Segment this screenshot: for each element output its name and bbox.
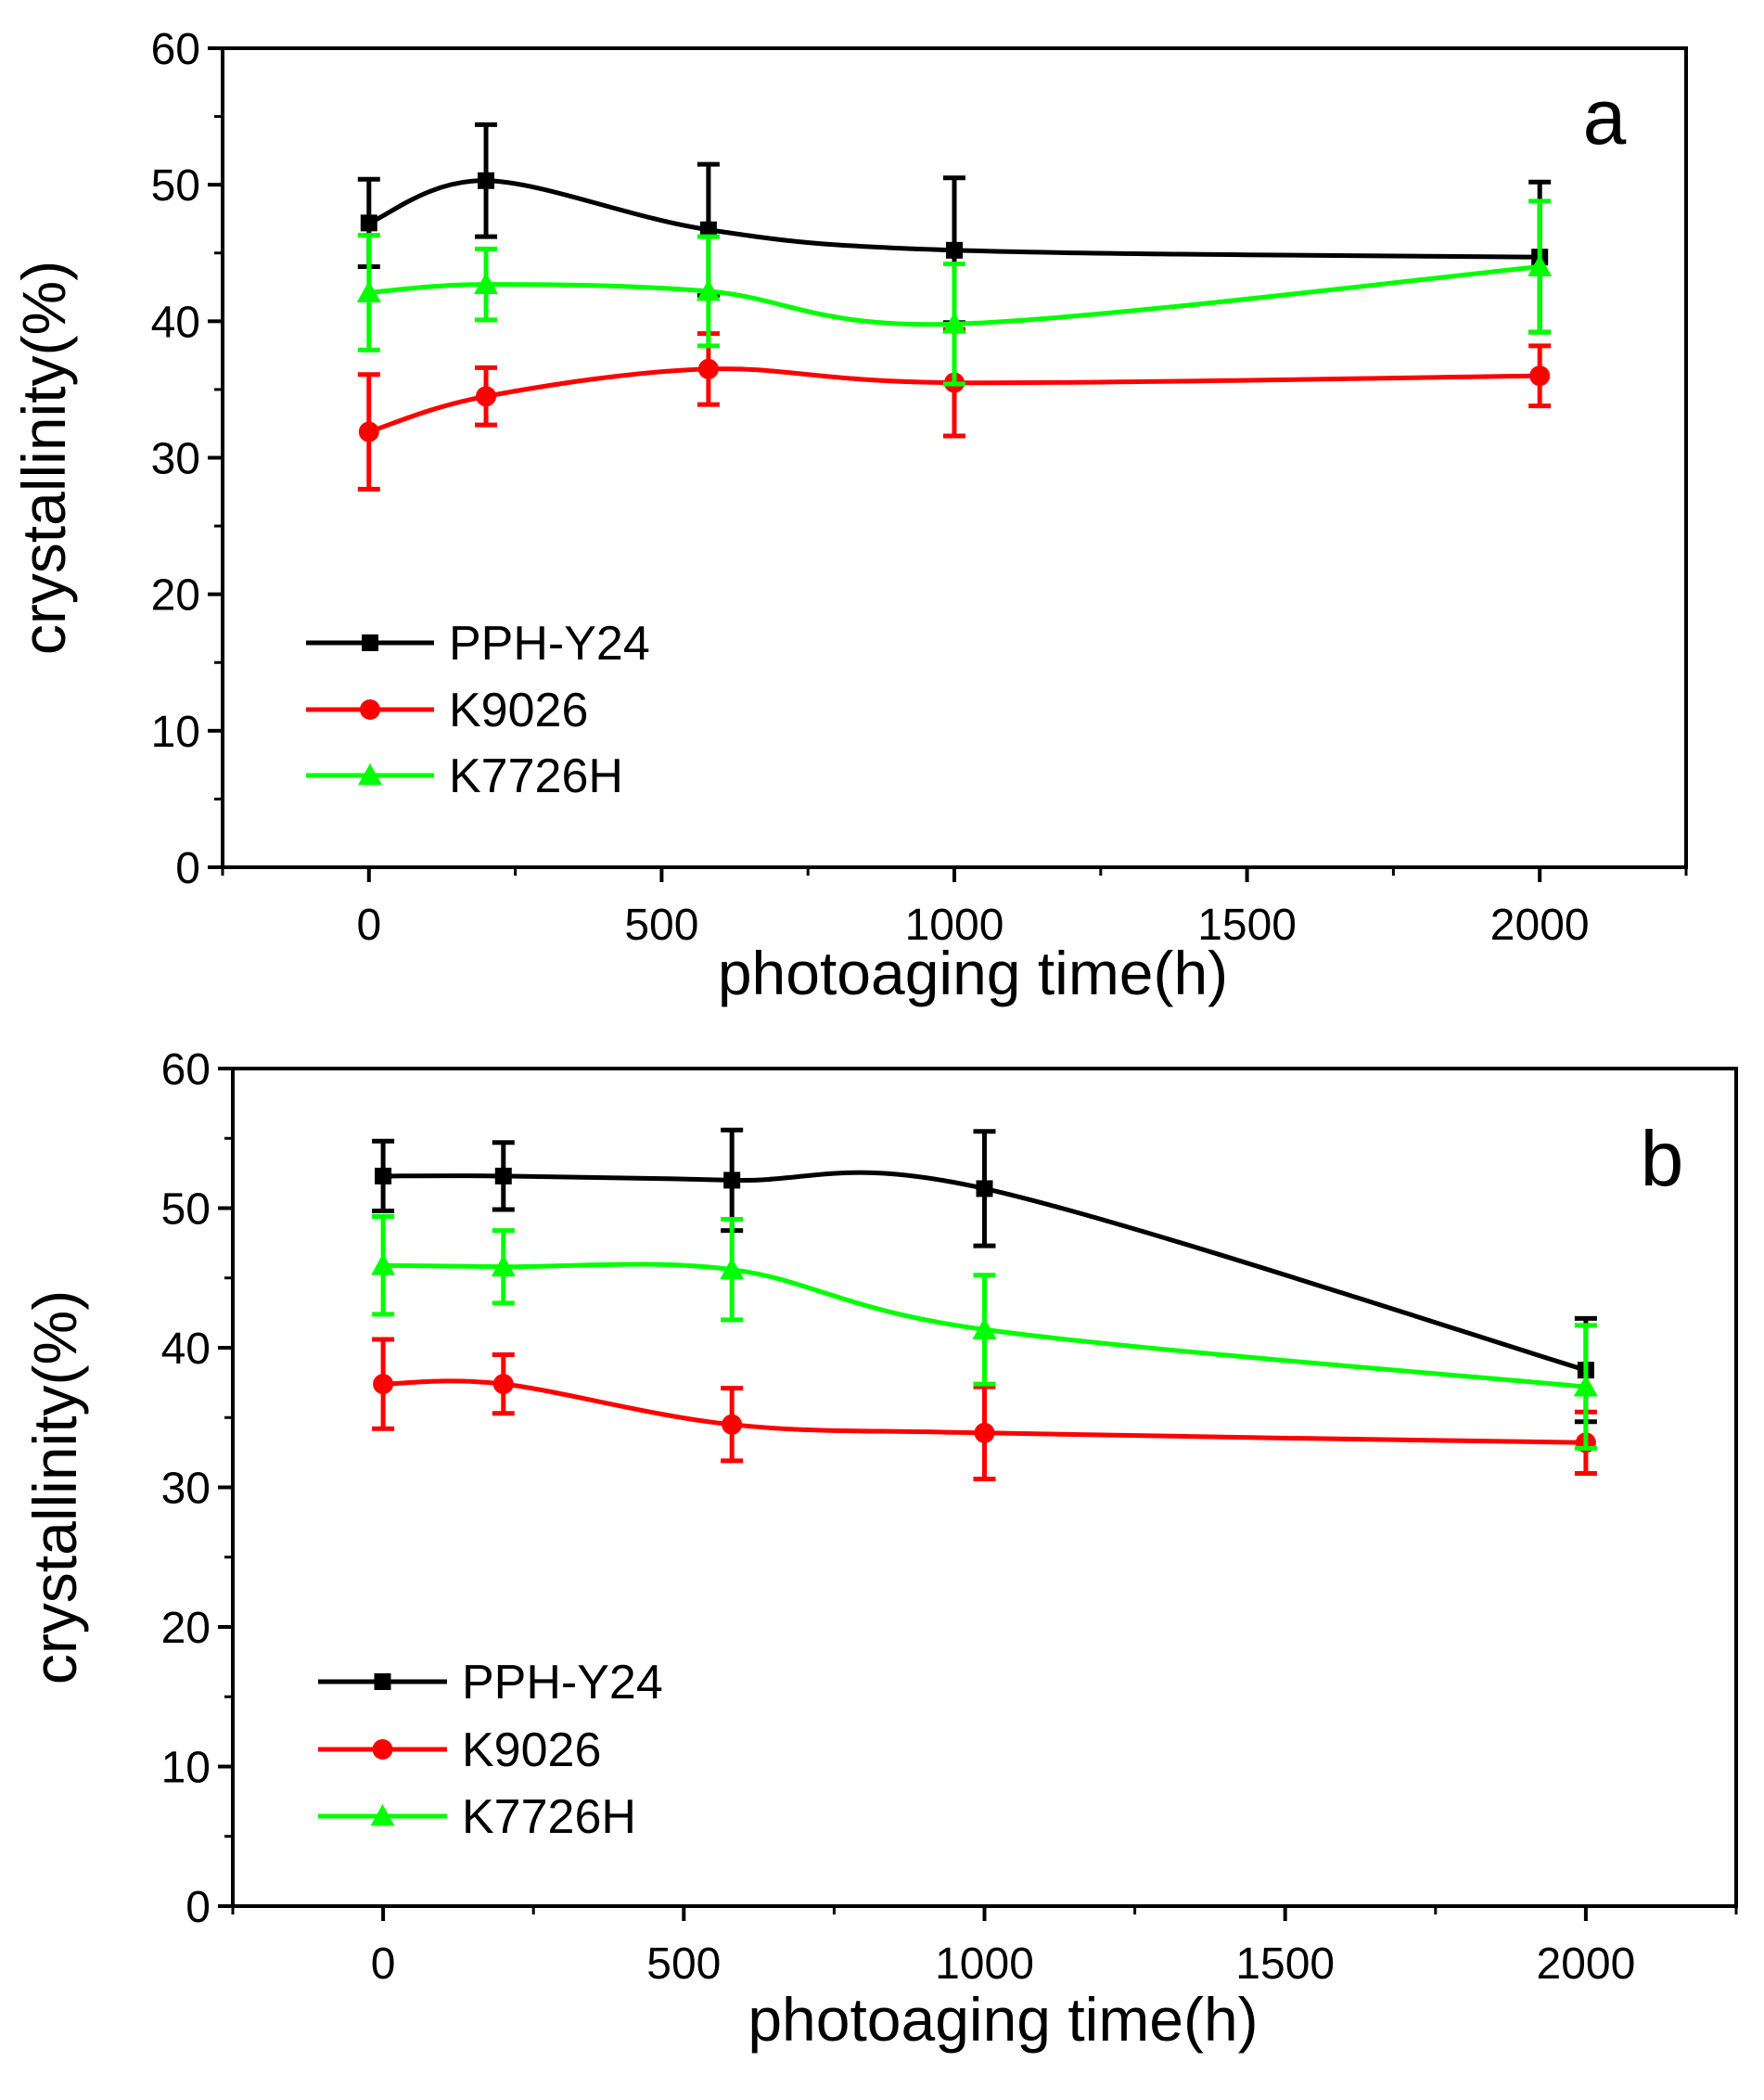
x-tick-label: 0	[356, 901, 381, 950]
data-point	[356, 280, 381, 302]
data-point	[1573, 1375, 1598, 1397]
data-point	[946, 241, 963, 259]
data-point	[1528, 254, 1553, 276]
y-tick-label: 20	[161, 1604, 211, 1653]
x-tick-label: 500	[624, 901, 698, 950]
x-tick-label: 2000	[1490, 901, 1590, 950]
y-axis-title: crystallinity(%)	[20, 1290, 89, 1684]
data-point	[478, 172, 495, 189]
x-tick-label: 1500	[1197, 901, 1297, 950]
legend-label: PPH-Y24	[449, 617, 650, 671]
data-point	[976, 1180, 993, 1197]
legend-marker	[358, 763, 382, 786]
x-tick-label: 1000	[935, 1940, 1034, 1989]
y-tick-label: 40	[151, 298, 200, 347]
y-tick-label: 30	[151, 435, 200, 484]
data-point	[699, 221, 717, 238]
data-point	[494, 1167, 512, 1184]
y-tick-label: 50	[151, 161, 200, 211]
x-axis-title: photoaging time(h)	[748, 1985, 1258, 2054]
data-point	[972, 1317, 997, 1339]
legend-marker	[372, 1739, 393, 1760]
data-point	[723, 1172, 741, 1189]
legend-label: K9026	[449, 684, 588, 737]
data-point	[476, 386, 497, 407]
x-tick-label: 500	[646, 1940, 721, 1989]
data-point	[492, 1374, 514, 1395]
y-tick-label: 30	[161, 1465, 211, 1514]
y-axis-title: crystallinity(%)	[9, 261, 78, 655]
y-tick-label: 60	[151, 25, 200, 74]
data-point	[696, 278, 721, 301]
y-tick-label: 10	[161, 1744, 211, 1793]
panel-label: b	[1641, 1115, 1684, 1202]
series-k7726h	[371, 1214, 1598, 1451]
legend-label: PPH-Y24	[462, 1656, 663, 1709]
x-tick-label: 1000	[905, 901, 1004, 950]
legend-marker	[374, 1673, 391, 1690]
data-point	[942, 312, 966, 334]
x-tick-label: 2000	[1537, 1940, 1636, 1989]
y-tick-label: 40	[161, 1325, 211, 1374]
y-tick-label: 60	[161, 1045, 211, 1095]
data-point	[491, 1254, 516, 1277]
x-tick-label: 1500	[1235, 1940, 1335, 1989]
data-point	[375, 1167, 392, 1184]
legend: PPH-Y24 K9026 K7726H	[306, 617, 650, 803]
y-tick-label: 0	[175, 844, 200, 893]
data-point	[720, 1257, 745, 1280]
y-tick-label: 0	[185, 1883, 211, 1932]
plot-frame	[221, 46, 1688, 869]
data-point	[358, 421, 379, 442]
legend: PPH-Y24 K9026 K7726H	[318, 1656, 663, 1844]
data-point	[360, 214, 377, 232]
y-tick-label: 50	[161, 1185, 211, 1235]
data-point	[474, 272, 499, 294]
x-tick-label: 0	[371, 1940, 396, 1989]
legend-label: K9026	[462, 1723, 601, 1777]
x-axis-title: photoaging time(h)	[718, 939, 1228, 1007]
data-point	[974, 1422, 995, 1443]
chart-panel-b: 0 10 20 30 40 50 60 0 500 1000 1500 2000 photoaging …	[20, 1045, 1738, 2054]
legend-marker	[360, 699, 380, 720]
data-point	[371, 1253, 396, 1275]
legend-marker	[370, 1804, 395, 1826]
series-k7726h	[356, 198, 1553, 387]
data-point	[373, 1374, 394, 1395]
data-point	[722, 1414, 743, 1435]
legend-marker	[362, 634, 378, 651]
y-tick-label: 10	[151, 708, 200, 757]
y-tick-label: 20	[151, 571, 200, 621]
chart-panel-a: 0 10 20 30 40 50 60 0 500 1000 1500 2000 photoaging …	[9, 25, 1688, 1007]
series-pph-y24	[372, 1127, 1597, 1425]
data-point	[1529, 365, 1551, 387]
panel-label: a	[1583, 73, 1627, 160]
legend-label: K7726H	[449, 749, 623, 803]
data-point	[697, 358, 719, 379]
legend-label: K7726H	[462, 1790, 636, 1844]
